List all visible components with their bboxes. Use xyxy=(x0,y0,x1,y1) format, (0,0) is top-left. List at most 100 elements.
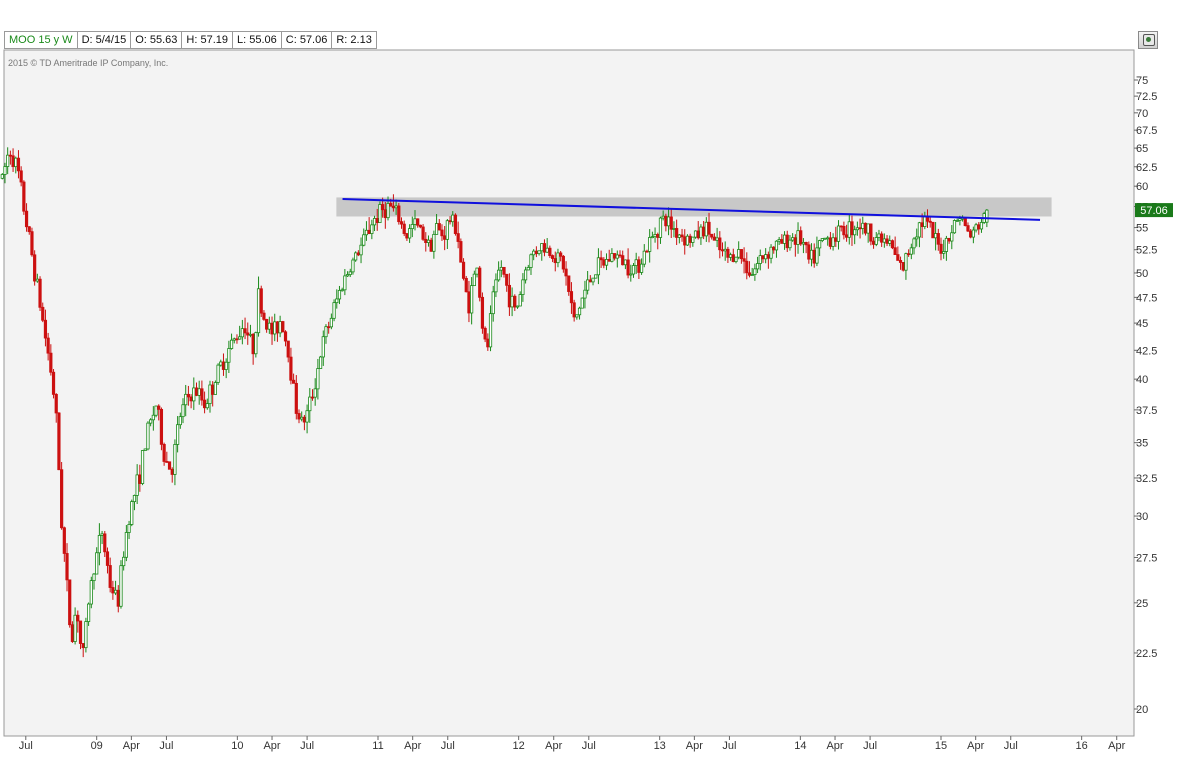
candle-body xyxy=(866,223,870,234)
candle-body xyxy=(755,263,760,270)
candle-body xyxy=(292,379,296,384)
x-tick-label: Apr xyxy=(1108,740,1125,752)
candle-body xyxy=(146,422,150,450)
candle-body xyxy=(375,218,379,224)
candle xyxy=(586,270,590,295)
candle-body xyxy=(238,336,242,340)
candle-body xyxy=(259,288,263,314)
candle-body xyxy=(888,240,892,244)
candle-body xyxy=(521,279,525,295)
candle-body xyxy=(57,412,61,471)
candle-body xyxy=(434,223,439,235)
candle-body xyxy=(324,326,328,338)
candle-body xyxy=(634,259,638,266)
candle-body xyxy=(443,235,447,240)
candle-body xyxy=(828,237,833,247)
candle-body xyxy=(262,312,266,320)
candle-body xyxy=(869,223,873,242)
candle-body xyxy=(6,154,10,167)
candle-body xyxy=(693,230,698,238)
candle xyxy=(283,330,288,347)
candle xyxy=(335,289,339,309)
candle-body xyxy=(607,259,611,262)
candle-body xyxy=(728,254,733,258)
candle xyxy=(750,267,754,276)
candle-body xyxy=(685,235,690,246)
y-tick-label: 42.5 xyxy=(1136,345,1157,357)
candle-body xyxy=(764,254,768,260)
x-tick-label: Apr xyxy=(123,740,140,752)
last-price-label: 57.06 xyxy=(1140,205,1168,217)
chart-settings-button[interactable] xyxy=(1138,31,1158,49)
candle xyxy=(213,380,217,395)
candle-body xyxy=(901,262,905,271)
candle xyxy=(893,236,897,255)
candle xyxy=(758,249,762,271)
candle xyxy=(68,579,72,628)
candle-body xyxy=(254,332,258,355)
candle xyxy=(526,264,530,271)
candle-body xyxy=(807,244,811,260)
candle xyxy=(378,201,382,224)
candle-body xyxy=(853,229,857,236)
candle xyxy=(43,309,48,347)
y-tick-label: 27.5 xyxy=(1136,552,1157,564)
candle xyxy=(429,237,433,252)
candle-body xyxy=(796,230,800,245)
x-tick-label: Jul xyxy=(722,740,736,752)
candle-body xyxy=(43,319,48,339)
candle xyxy=(556,248,560,268)
candle-body xyxy=(294,382,298,414)
candle xyxy=(577,306,582,320)
candle xyxy=(626,248,630,279)
candle-body xyxy=(313,388,317,398)
candle xyxy=(416,218,420,228)
candle-body xyxy=(950,232,954,242)
candle-body xyxy=(966,225,970,232)
candle-body xyxy=(529,254,533,268)
candle-body xyxy=(499,266,503,271)
candle xyxy=(853,225,857,245)
candle xyxy=(89,576,93,609)
quote-header: MOO 15 y W D: 5/4/15 O: 55.63 H: 57.19 L… xyxy=(4,31,377,49)
x-tick-label: Apr xyxy=(967,740,984,752)
candle-body xyxy=(41,306,45,321)
candle-body xyxy=(707,221,711,235)
candle-body xyxy=(750,274,754,276)
candle-body xyxy=(572,302,576,318)
candle-body xyxy=(461,261,466,279)
candle xyxy=(340,287,344,292)
candle-body xyxy=(305,410,309,423)
candle-body xyxy=(478,267,482,298)
candle xyxy=(337,285,342,305)
candle xyxy=(928,217,932,228)
candle-body xyxy=(782,234,787,244)
candle xyxy=(691,236,695,247)
candle-body xyxy=(774,240,779,251)
candle xyxy=(629,264,633,282)
candle-body xyxy=(105,551,110,566)
candle-body xyxy=(594,274,598,279)
y-tick-label: 50 xyxy=(1136,268,1148,280)
candle-body xyxy=(189,396,193,402)
candle-body xyxy=(880,233,884,243)
candle xyxy=(564,261,568,286)
candle xyxy=(483,326,487,343)
candle-body xyxy=(475,267,479,275)
candle-body xyxy=(235,338,239,341)
candle-body xyxy=(613,253,617,259)
candle xyxy=(799,226,803,246)
candle xyxy=(650,231,654,239)
candle-body xyxy=(286,340,290,358)
candle-body xyxy=(904,253,908,271)
candle-body xyxy=(38,278,42,308)
candle-body xyxy=(739,249,743,260)
y-tick-label: 30 xyxy=(1136,511,1148,523)
candle xyxy=(95,547,99,575)
symbol-label[interactable]: MOO 15 y W xyxy=(4,31,78,49)
candle-body xyxy=(631,265,636,275)
candle xyxy=(456,221,460,249)
candle-body xyxy=(747,272,752,276)
candle-body xyxy=(826,237,830,240)
